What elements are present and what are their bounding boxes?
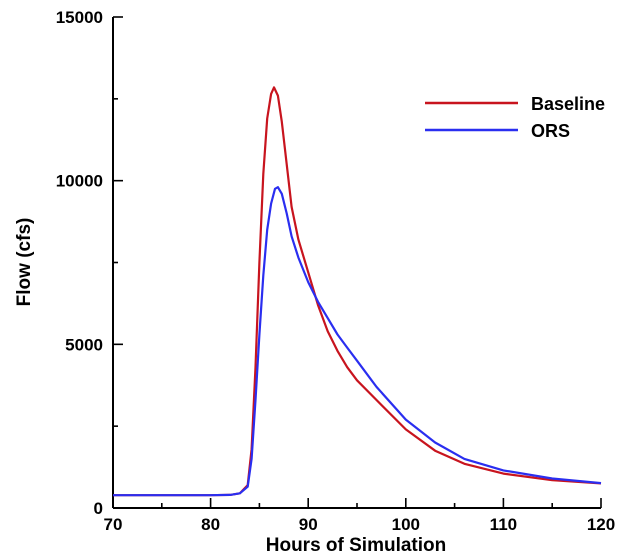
x-tick-label: 100 — [392, 515, 420, 534]
y-tick-label: 0 — [94, 499, 103, 518]
x-axis-title: Hours of Simulation — [266, 535, 447, 556]
x-tick-label: 110 — [490, 515, 517, 534]
y-tick-label: 15000 — [56, 8, 103, 27]
x-tick-label: 80 — [201, 515, 220, 534]
tick-labels: 0 5000 10000 15000 70 80 90 100 110 120 — [56, 8, 615, 534]
axes — [113, 17, 601, 508]
series-line-baseline — [113, 87, 601, 495]
y-tick-label: 10000 — [56, 172, 103, 191]
x-tick-label: 120 — [587, 515, 615, 534]
series-layer — [113, 87, 601, 495]
x-tick-label: 90 — [299, 515, 318, 534]
legend: Baseline ORS — [425, 94, 605, 141]
series-line-ors — [113, 187, 601, 495]
y-tick-label: 5000 — [65, 335, 103, 354]
y-axis-title: Flow (cfs) — [14, 218, 35, 307]
x-tick-label: 70 — [104, 515, 123, 534]
legend-label-ors: ORS — [531, 121, 570, 141]
legend-label-baseline: Baseline — [531, 94, 605, 114]
